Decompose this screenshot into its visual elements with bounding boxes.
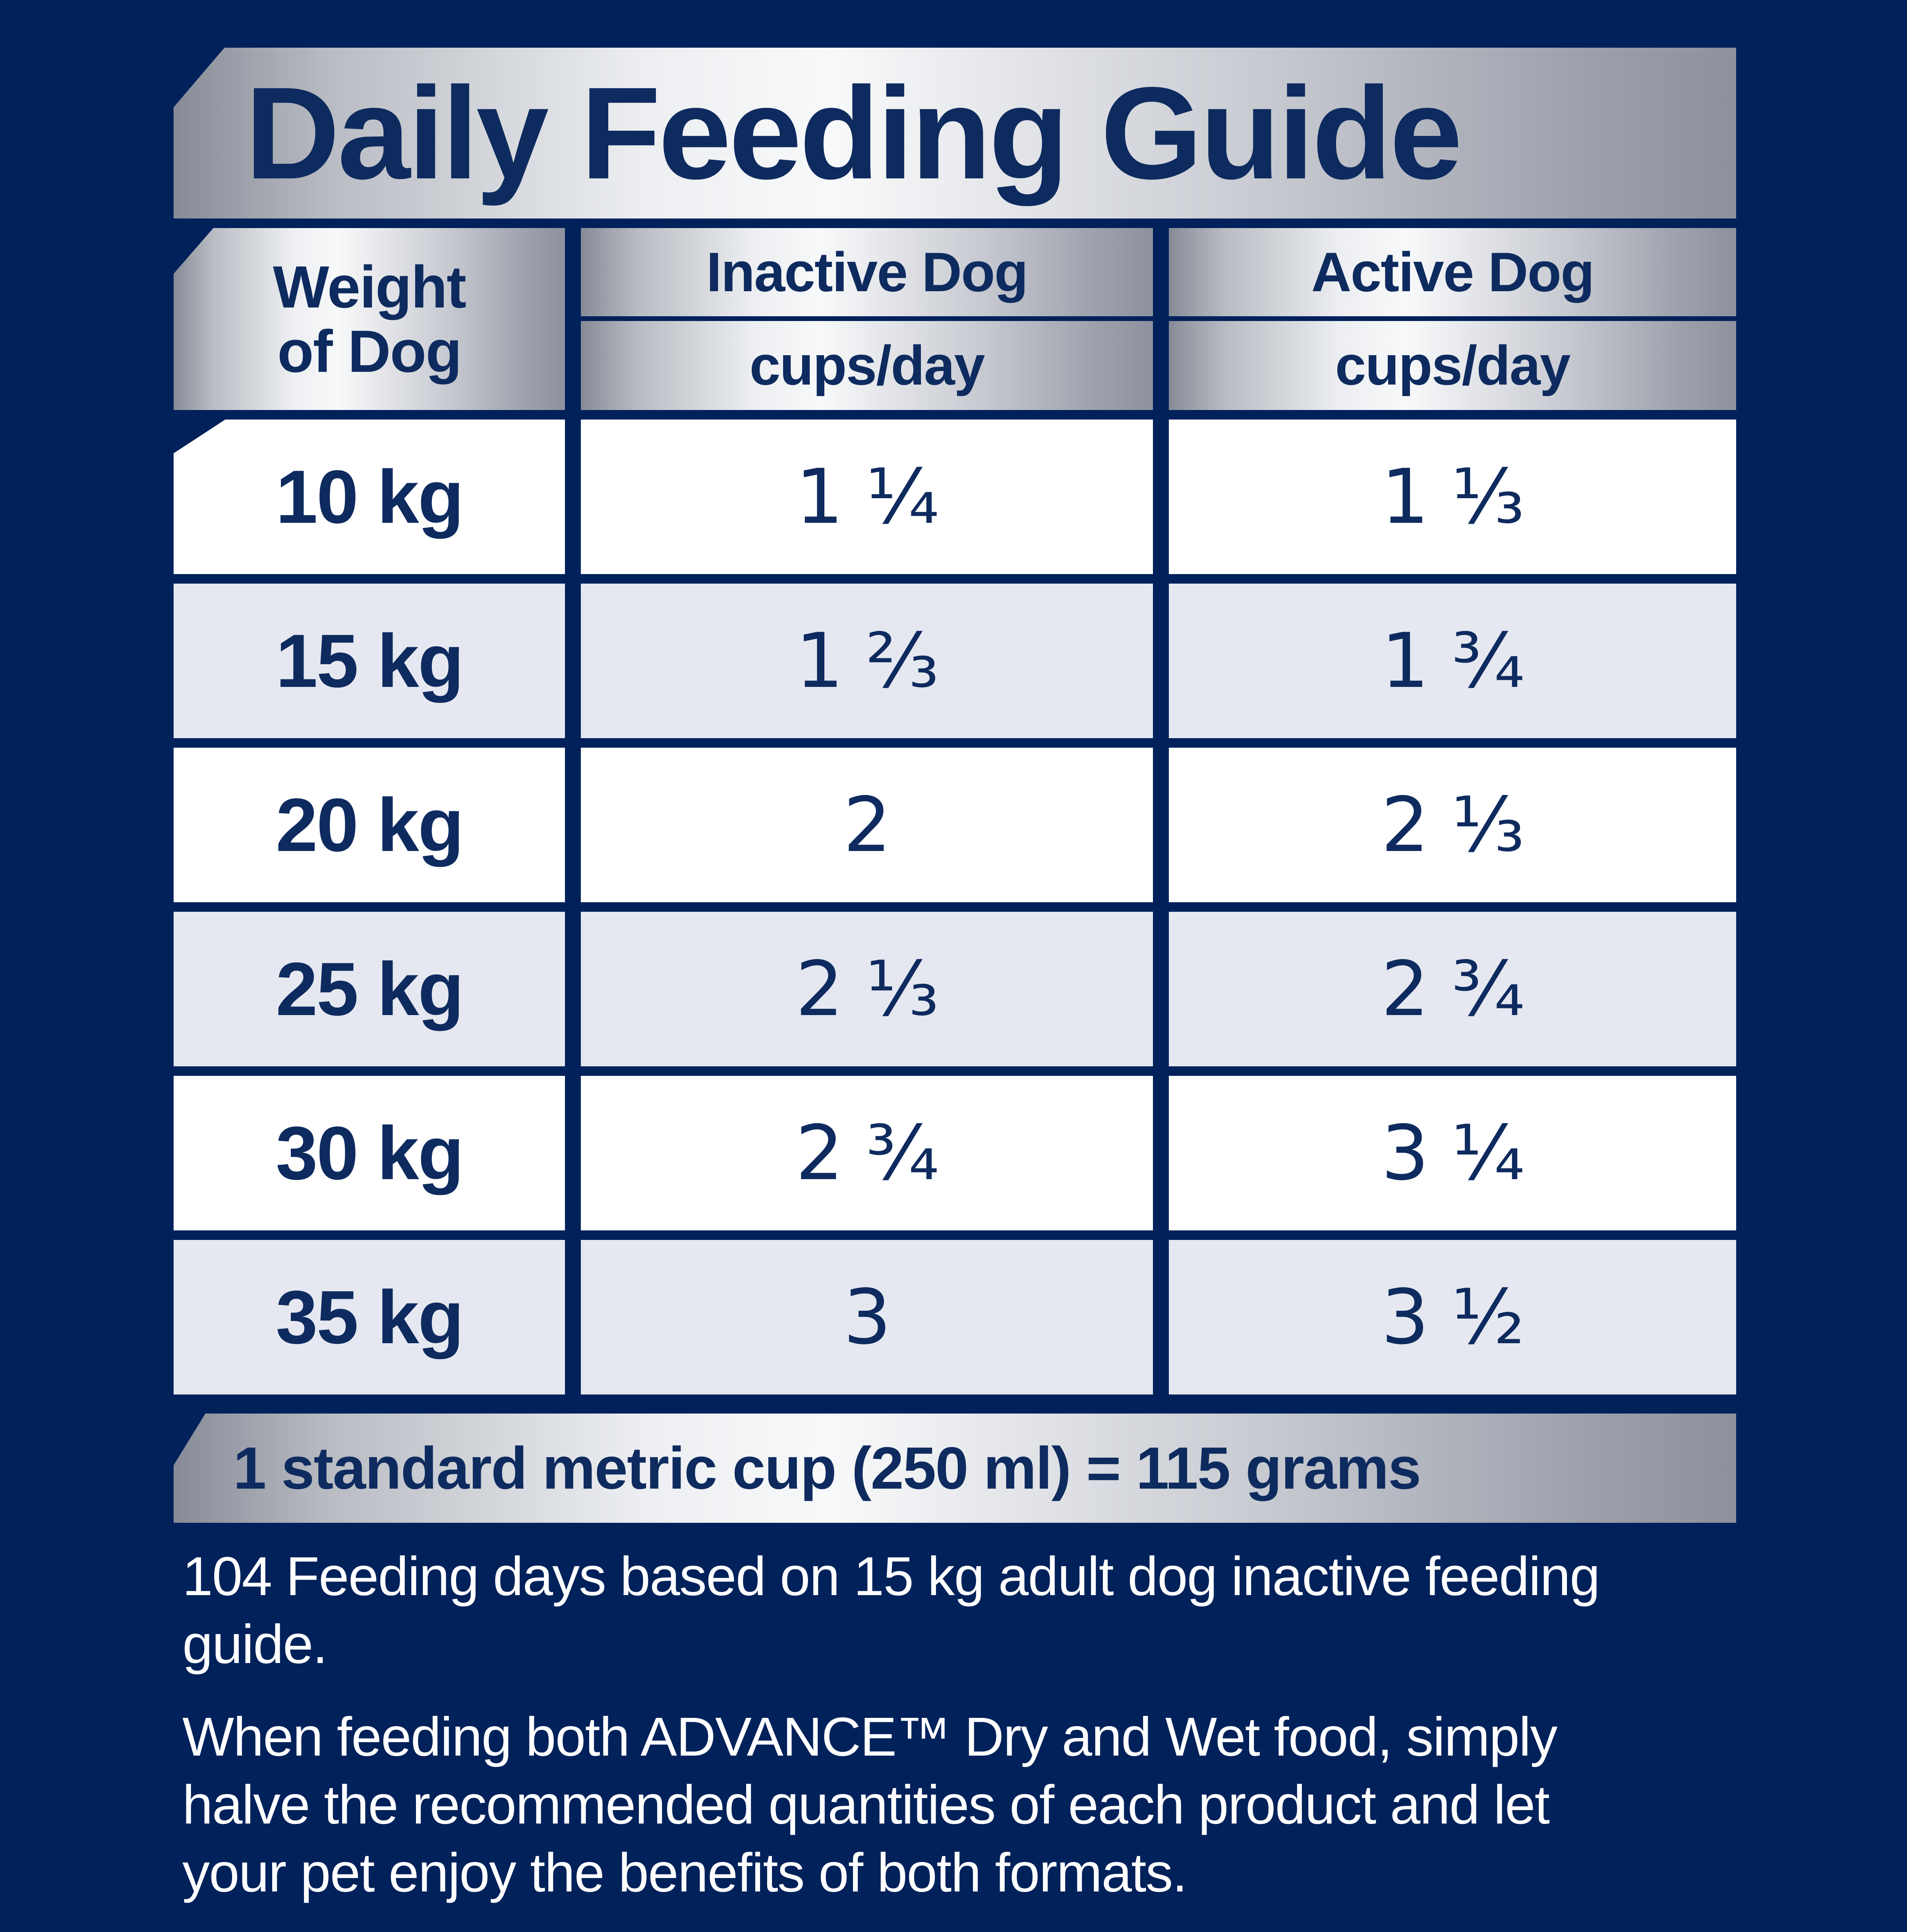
active-value: 1 ¾ bbox=[1169, 584, 1736, 738]
weight-header-line1: Weight bbox=[273, 253, 466, 320]
note-line: your pet enjoy the benefits of both form… bbox=[182, 1842, 1188, 1904]
inactive-value: 1 ⅔ bbox=[581, 584, 1153, 738]
inactive-value: 3 bbox=[581, 1240, 1153, 1394]
active-value: 2 ¾ bbox=[1169, 912, 1736, 1066]
notes-section: 104 Feeding days based on 15 kg adult do… bbox=[174, 1543, 1736, 1907]
weight-cell: 30 kg bbox=[174, 1076, 565, 1230]
feeding-table: Weight of Dog Inactive Dog cups/day Acti… bbox=[174, 228, 1736, 1394]
weight-cell: 10 kg bbox=[174, 420, 565, 574]
weight-cell: 35 kg bbox=[174, 1240, 565, 1394]
active-dog-label: Active Dog bbox=[1169, 228, 1736, 316]
inactive-value: 2 ⅓ bbox=[581, 912, 1153, 1066]
active-value: 1 ⅓ bbox=[1169, 420, 1736, 574]
page-title: Daily Feeding Guide bbox=[245, 60, 1462, 206]
weight-cell: 25 kg bbox=[174, 912, 565, 1066]
header-bar: Daily Feeding Guide bbox=[174, 48, 1736, 219]
column-header-inactive: Inactive Dog cups/day bbox=[581, 228, 1153, 410]
column-header-active: Active Dog cups/day bbox=[1169, 228, 1736, 410]
cup-conversion-text: 1 standard metric cup (250 ml) = 115 gra… bbox=[233, 1435, 1421, 1501]
column-header-weight: Weight of Dog bbox=[174, 228, 565, 410]
inactive-value: 2 bbox=[581, 748, 1153, 902]
inactive-dog-label: Inactive Dog bbox=[581, 228, 1153, 316]
active-value: 2 ⅓ bbox=[1169, 748, 1736, 902]
note-line: guide. bbox=[182, 1614, 328, 1675]
active-value: 3 ½ bbox=[1169, 1240, 1736, 1394]
note-feeding-days: 104 Feeding days based on 15 kg adult do… bbox=[182, 1543, 1736, 1679]
cup-conversion-bar: 1 standard metric cup (250 ml) = 115 gra… bbox=[174, 1414, 1736, 1523]
weight-header-line2: of Dog bbox=[277, 318, 462, 385]
note-mixed-feeding: When feeding both ADVANCE™ Dry and Wet f… bbox=[182, 1703, 1736, 1907]
note-line: halve the recommended quantities of each… bbox=[182, 1774, 1550, 1836]
inactive-value: 2 ¾ bbox=[581, 1076, 1153, 1230]
inactive-value: 1 ¼ bbox=[581, 420, 1153, 574]
feeding-guide-panel: Daily Feeding Guide Weight of Dog Inacti… bbox=[174, 48, 1736, 1932]
weight-cell: 15 kg bbox=[174, 584, 565, 738]
active-value: 3 ¼ bbox=[1169, 1076, 1736, 1230]
note-line: When feeding both ADVANCE™ Dry and Wet f… bbox=[182, 1706, 1558, 1768]
inactive-dog-unit: cups/day bbox=[581, 321, 1153, 410]
active-dog-unit: cups/day bbox=[1169, 321, 1736, 410]
weight-cell: 20 kg bbox=[174, 748, 565, 902]
note-line: 104 Feeding days based on 15 kg adult do… bbox=[182, 1546, 1600, 1607]
